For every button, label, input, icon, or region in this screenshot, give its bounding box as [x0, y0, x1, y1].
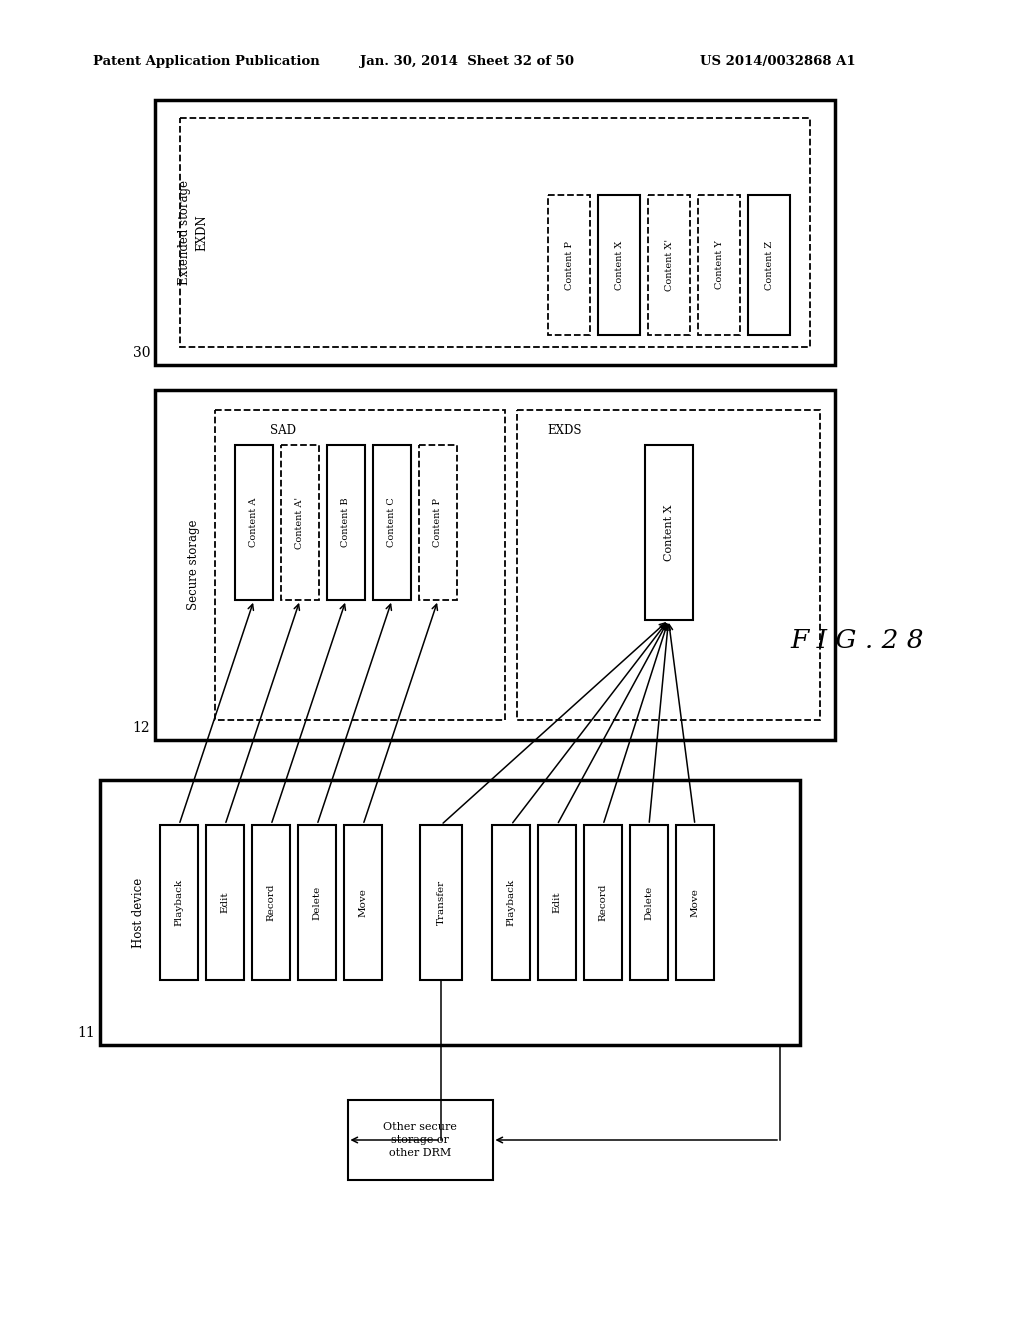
Bar: [281, 445, 319, 601]
Text: Content Z: Content Z: [765, 240, 773, 289]
Text: Content C: Content C: [387, 498, 396, 548]
Text: Patent Application Publication: Patent Application Publication: [93, 55, 319, 69]
Bar: [215, 411, 505, 719]
Bar: [517, 411, 820, 719]
Text: Content B: Content B: [341, 498, 350, 548]
Text: Playback: Playback: [507, 879, 515, 927]
Text: Move: Move: [358, 888, 368, 917]
Text: Edit: Edit: [220, 892, 229, 913]
Text: Delete: Delete: [644, 886, 653, 920]
Bar: [234, 445, 273, 601]
Text: Extended storage
EXDN: Extended storage EXDN: [178, 180, 208, 285]
Bar: [584, 825, 622, 979]
Text: EXDS: EXDS: [547, 424, 582, 437]
Bar: [419, 445, 457, 601]
Bar: [420, 825, 462, 979]
Text: Content A': Content A': [296, 496, 304, 549]
Bar: [298, 825, 336, 979]
Bar: [598, 195, 640, 335]
Text: Host device: Host device: [131, 878, 144, 948]
Text: Playback: Playback: [174, 879, 183, 927]
Bar: [344, 825, 382, 979]
Bar: [492, 825, 530, 979]
Bar: [373, 445, 411, 601]
Text: Content Y: Content Y: [715, 240, 724, 289]
Text: Content X': Content X': [665, 239, 674, 292]
Bar: [327, 445, 365, 601]
Text: Content P: Content P: [564, 240, 573, 289]
Bar: [748, 195, 790, 335]
Bar: [630, 825, 668, 979]
Text: Secure storage: Secure storage: [186, 520, 200, 610]
Text: 12: 12: [132, 721, 150, 735]
Bar: [698, 195, 740, 335]
Bar: [644, 445, 692, 620]
Text: Record: Record: [266, 884, 275, 921]
Text: Transfer: Transfer: [436, 880, 445, 925]
Bar: [347, 1100, 493, 1180]
Text: Delete: Delete: [312, 886, 322, 920]
Text: Jan. 30, 2014  Sheet 32 of 50: Jan. 30, 2014 Sheet 32 of 50: [360, 55, 574, 69]
Text: 11: 11: [77, 1026, 95, 1040]
Text: Content X: Content X: [664, 504, 674, 561]
Text: Edit: Edit: [553, 892, 561, 913]
Text: Content X: Content X: [614, 240, 624, 289]
Bar: [648, 195, 690, 335]
Bar: [160, 825, 198, 979]
Bar: [155, 100, 835, 366]
Text: SAD: SAD: [270, 424, 296, 437]
Text: US 2014/0032868 A1: US 2014/0032868 A1: [700, 55, 856, 69]
Text: Move: Move: [690, 888, 699, 917]
Text: 30: 30: [132, 346, 150, 360]
Text: Content A: Content A: [250, 498, 258, 548]
Bar: [206, 825, 244, 979]
Text: F I G . 2 8: F I G . 2 8: [790, 627, 924, 652]
Text: Record: Record: [598, 884, 607, 921]
Bar: [180, 117, 810, 347]
Bar: [100, 780, 800, 1045]
Bar: [538, 825, 575, 979]
Bar: [155, 389, 835, 741]
Text: Content P: Content P: [433, 498, 442, 546]
Bar: [548, 195, 590, 335]
Bar: [676, 825, 714, 979]
Bar: [252, 825, 290, 979]
Text: Other secure
storage or
other DRM: Other secure storage or other DRM: [383, 1122, 457, 1158]
